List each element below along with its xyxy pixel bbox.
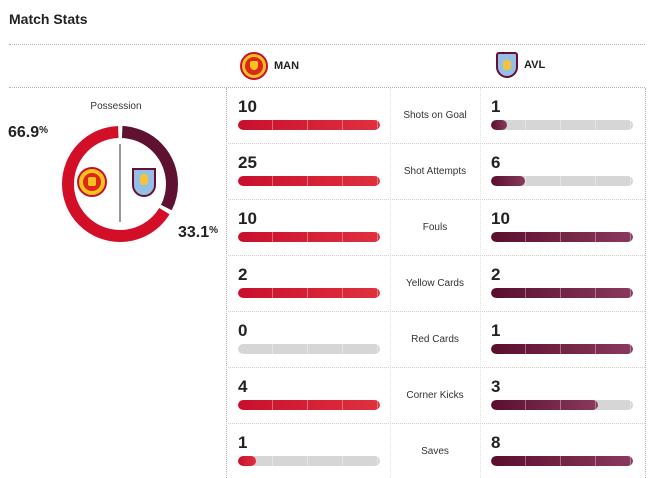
stat-row: 1 Saves 8 (226, 424, 645, 478)
home-stat-bar-fill (238, 288, 380, 298)
away-stat-bar-fill (491, 232, 633, 242)
aston-villa-crest-icon (132, 168, 156, 197)
away-stat-bar-fill (491, 120, 507, 130)
stat-label: Corner Kicks (406, 390, 464, 401)
home-stat-value: 2 (238, 265, 248, 284)
away-stat-bar-fill (491, 456, 633, 466)
home-stat-bar (238, 288, 380, 298)
stat-label: Red Cards (411, 334, 459, 345)
home-stat-bar-fill (238, 456, 256, 466)
home-stat-bar (238, 400, 380, 410)
away-stat-value: 6 (491, 153, 501, 172)
home-stat-value: 4 (238, 377, 248, 396)
stat-label: Shots on Goal (403, 110, 467, 121)
table-top-divider (9, 87, 645, 88)
possession-home-arc (62, 126, 178, 242)
home-team-abbr: MAN (274, 60, 300, 72)
away-stat-bar (491, 176, 633, 186)
away-stat-value: 1 (491, 97, 501, 116)
home-stat-bar-fill (238, 120, 380, 130)
stat-row: 25 Shot Attempts 6 (226, 144, 645, 200)
away-stat-value: 2 (491, 265, 501, 284)
home-stat-bar (238, 232, 380, 242)
stat-row: 2 Yellow Cards 2 (226, 256, 645, 312)
stat-label: Shot Attempts (403, 166, 467, 177)
stat-row: 10 Fouls 10 (226, 200, 645, 256)
away-stat-value: 8 (491, 433, 501, 452)
aston-villa-crest-icon (496, 52, 518, 78)
header-divider (9, 44, 645, 45)
stat-row: 10 Shots on Goal 1 (226, 88, 645, 144)
away-stat-bar-fill (491, 344, 633, 354)
stat-row: 0 Red Cards 1 (226, 312, 645, 368)
away-stat-bar (491, 288, 633, 298)
column-divider-right (645, 88, 646, 478)
home-stat-bar-fill (238, 400, 380, 410)
away-stat-bar (491, 232, 633, 242)
home-team-header: MAN (240, 52, 299, 80)
column-divider-label-left (390, 88, 391, 478)
away-stat-bar (491, 344, 633, 354)
possession-away-arc (62, 126, 178, 242)
home-stat-value: 10 (238, 209, 257, 228)
home-stat-value: 0 (238, 321, 248, 340)
away-stat-bar (491, 400, 633, 410)
away-stat-value: 10 (491, 209, 510, 228)
stat-label: Yellow Cards (406, 278, 464, 289)
home-stat-bar (238, 176, 380, 186)
stat-row: 4 Corner Kicks 3 (226, 368, 645, 424)
stat-label: Saves (421, 446, 449, 457)
possession-label: Possession (90, 101, 142, 112)
away-stat-value: 1 (491, 321, 501, 340)
home-stat-bar (238, 120, 380, 130)
home-stat-bar-fill (238, 232, 380, 242)
away-stat-value: 3 (491, 377, 501, 396)
away-stat-bar (491, 120, 633, 130)
manchester-united-crest-icon (240, 52, 268, 80)
possession-donut-chart (62, 126, 178, 242)
page-title: Match Stats (9, 11, 88, 27)
home-stat-bar (238, 456, 380, 466)
away-stat-bar-fill (491, 176, 526, 186)
home-stat-bar (238, 344, 380, 354)
home-stat-value: 10 (238, 97, 257, 116)
away-stat-bar-fill (491, 288, 633, 298)
away-team-abbr: AVL (524, 59, 546, 71)
away-stat-bar-fill (491, 400, 598, 410)
home-stat-value: 25 (238, 153, 257, 172)
away-team-header: AVL (496, 52, 545, 78)
manchester-united-crest-icon (77, 167, 107, 197)
away-stat-bar (491, 456, 633, 466)
home-stat-bar-fill (238, 176, 380, 186)
stat-label: Fouls (422, 222, 448, 233)
column-divider-label-right (480, 88, 481, 478)
column-divider-left (226, 88, 227, 478)
away-possession-value: 33.1% (178, 224, 219, 241)
home-stat-value: 1 (238, 433, 248, 452)
home-possession-value: 66.9% (8, 124, 49, 141)
